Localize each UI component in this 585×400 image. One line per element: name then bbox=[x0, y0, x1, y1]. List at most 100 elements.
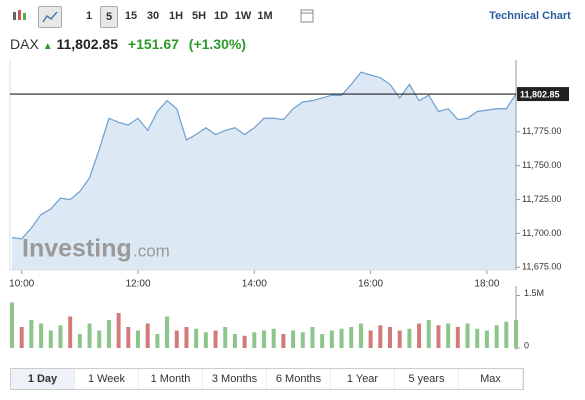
volume-bar bbox=[300, 332, 305, 348]
toolbar: 1 5 15 30 1H 5H 1D 1W 1M Technical Chart bbox=[0, 6, 585, 28]
volume-bar bbox=[349, 327, 354, 348]
volume-bar bbox=[174, 330, 179, 348]
volume-bar bbox=[223, 327, 228, 348]
volume-bar bbox=[262, 330, 266, 348]
volume-bar bbox=[155, 334, 160, 348]
volume-bar bbox=[281, 334, 286, 348]
volume-bar bbox=[126, 327, 131, 348]
volume-bar bbox=[39, 323, 44, 348]
interval[interactable]: 5H bbox=[191, 10, 207, 22]
price-line bbox=[11, 71, 517, 240]
volume-bar bbox=[106, 320, 111, 348]
y-tick-label: 11,750.00 bbox=[522, 160, 561, 170]
interval[interactable]: 30 bbox=[146, 10, 160, 22]
volume-bar bbox=[58, 325, 63, 348]
volume-bar bbox=[10, 302, 14, 348]
range-button[interactable]: 6 Months bbox=[267, 369, 331, 389]
volume-bar bbox=[378, 325, 383, 348]
x-tick-label: 14:00 bbox=[242, 279, 267, 290]
y-tick-label: 11,700.00 bbox=[522, 228, 561, 238]
volume-bar bbox=[484, 330, 489, 348]
line-icon[interactable] bbox=[38, 6, 62, 28]
volume-bar bbox=[310, 327, 315, 348]
volume-bar bbox=[514, 320, 518, 348]
range-button[interactable]: 1 Year bbox=[331, 369, 395, 389]
volume-bar bbox=[19, 327, 24, 348]
range-button[interactable]: 3 Months bbox=[203, 369, 267, 389]
volume-bar bbox=[426, 320, 431, 348]
volume-bar bbox=[358, 323, 363, 348]
last-price-label: 11,802.85 bbox=[520, 89, 560, 99]
volume-bar bbox=[446, 323, 451, 348]
candle-icon[interactable] bbox=[8, 6, 30, 26]
volume-bar bbox=[213, 330, 218, 348]
interval[interactable]: 1 bbox=[85, 10, 93, 22]
volume-bar bbox=[48, 330, 53, 348]
range-button[interactable]: 1 Day bbox=[11, 369, 75, 389]
y-tick-label: 0 bbox=[524, 340, 529, 350]
volume-bar bbox=[87, 323, 92, 348]
volume-bar bbox=[252, 332, 257, 348]
up-arrow: ▲ bbox=[42, 41, 53, 52]
volume-bar bbox=[203, 332, 208, 348]
last-price-box bbox=[517, 87, 569, 102]
volume-bar bbox=[388, 327, 392, 348]
change: +151.67 bbox=[127, 36, 179, 52]
volume-bar bbox=[329, 330, 334, 348]
range-button[interactable]: 5 years bbox=[395, 369, 459, 389]
interval[interactable]: 15 bbox=[124, 10, 138, 22]
x-tick-label: 18:00 bbox=[474, 279, 499, 290]
x-tick-label: 10:00 bbox=[9, 279, 34, 290]
range-button[interactable]: Max bbox=[459, 369, 523, 389]
change-pct: (+1.30%) bbox=[188, 36, 246, 52]
y-tick-label: 11,675.00 bbox=[522, 262, 561, 272]
volume-bar bbox=[339, 328, 344, 348]
volume-bar bbox=[368, 330, 373, 348]
interval[interactable]: 1W bbox=[234, 10, 252, 22]
price: 11,802.85 bbox=[56, 36, 118, 52]
range-button[interactable]: 1 Month bbox=[139, 369, 203, 389]
interval[interactable]: 1M bbox=[257, 10, 273, 22]
interval[interactable]: 5 bbox=[100, 6, 118, 28]
volume-bar bbox=[116, 313, 121, 348]
watermark-suffix: .com bbox=[133, 241, 170, 260]
volume-bar bbox=[68, 316, 73, 348]
volume-bar bbox=[29, 320, 34, 348]
x-tick-label: 12:00 bbox=[125, 279, 150, 290]
volume-bar bbox=[436, 325, 441, 348]
volume-bar bbox=[455, 327, 460, 348]
volume-bar bbox=[465, 323, 470, 348]
volume-bar bbox=[184, 327, 189, 348]
volume-bar bbox=[97, 330, 102, 348]
volume-bar bbox=[242, 335, 247, 348]
volume-bar bbox=[136, 330, 140, 348]
volume-bar bbox=[165, 316, 170, 348]
volume-bar bbox=[271, 328, 276, 348]
technical-chart-link[interactable]: Technical Chart bbox=[489, 10, 571, 22]
range-button[interactable]: 1 Week bbox=[75, 369, 139, 389]
volume-bar bbox=[145, 323, 150, 348]
watermark-brand: Investing bbox=[22, 235, 132, 263]
volume-bar bbox=[320, 334, 325, 348]
interval[interactable]: 1H bbox=[168, 10, 184, 22]
volume-bar bbox=[194, 328, 199, 348]
volume-bar bbox=[475, 328, 480, 348]
volume-bar bbox=[397, 330, 402, 348]
volume-bar bbox=[504, 321, 509, 348]
header: DAX ▲ 11,802.85 +151.67 (+1.30%) bbox=[10, 36, 246, 52]
volume-bar bbox=[494, 325, 499, 348]
x-tick-label: 16:00 bbox=[358, 279, 383, 290]
y-tick-label: 1.5M bbox=[524, 288, 544, 298]
settings-icon[interactable] bbox=[298, 6, 316, 26]
symbol: DAX bbox=[10, 36, 39, 52]
y-tick-label: 11,775.00 bbox=[522, 126, 561, 136]
area-fill bbox=[12, 72, 516, 271]
interval[interactable]: 1D bbox=[213, 10, 229, 22]
volume-bar bbox=[417, 323, 422, 348]
volume-bar bbox=[77, 334, 82, 348]
range-bar: 1 Day 1 Week 1 Month 3 Months 6 Months 1… bbox=[10, 368, 524, 390]
volume-bar bbox=[291, 330, 296, 348]
volume-bar bbox=[407, 328, 412, 348]
